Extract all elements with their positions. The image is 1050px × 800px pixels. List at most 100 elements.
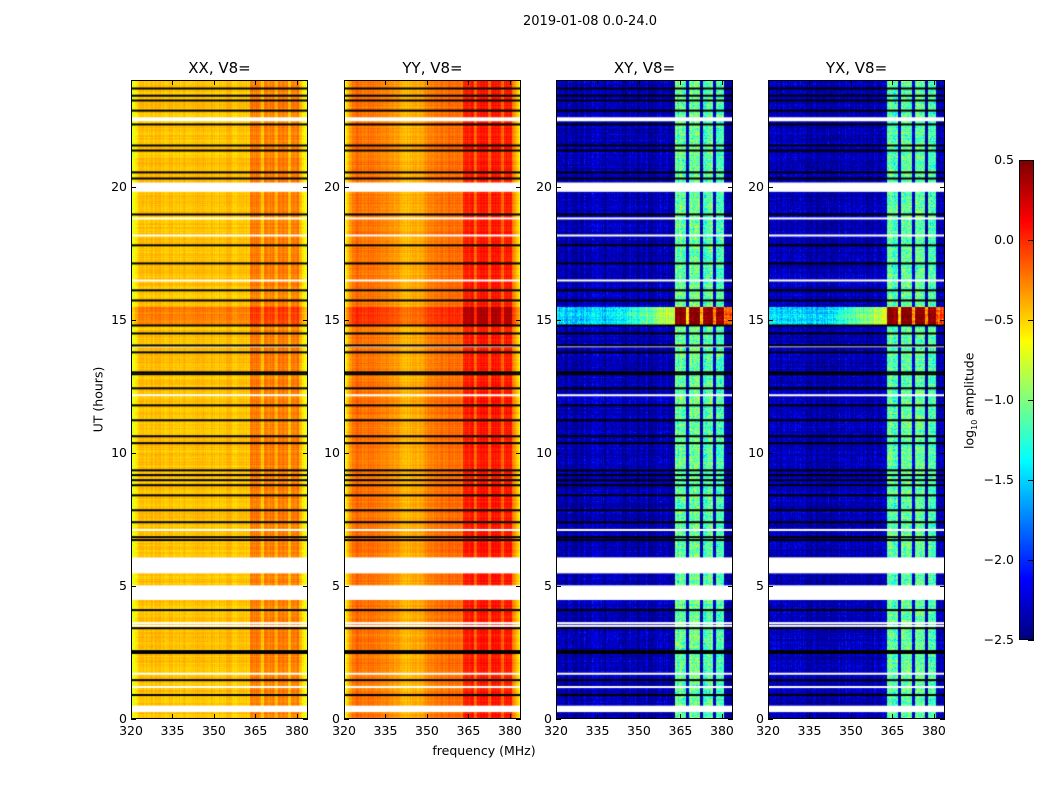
x-tick bbox=[172, 714, 174, 719]
x-tick-label: 350 bbox=[839, 723, 863, 738]
x-tick bbox=[509, 714, 511, 719]
x-tick bbox=[638, 80, 640, 85]
x-tick-label: 380 bbox=[498, 723, 522, 738]
y-tick-label: 0 bbox=[332, 711, 340, 726]
x-tick bbox=[296, 80, 298, 85]
x-tick-label: 335 bbox=[797, 723, 822, 738]
y-tick-label: 0 bbox=[756, 711, 764, 726]
heatmap-image bbox=[768, 80, 945, 719]
colorbar-tick-label: −2.0 bbox=[983, 552, 1014, 567]
colorbar-tick bbox=[1028, 240, 1034, 241]
y-tick bbox=[516, 585, 521, 587]
x-tick bbox=[468, 714, 470, 719]
y-tick-label: 10 bbox=[748, 444, 764, 460]
x-tick bbox=[385, 714, 387, 719]
axes-frame bbox=[768, 80, 945, 719]
heatmap-image bbox=[344, 80, 521, 719]
x-tick bbox=[255, 714, 257, 719]
x-tick-label: 320 bbox=[756, 723, 780, 738]
colorbar-label-sub: 10 bbox=[969, 419, 979, 430]
y-tick-label: 5 bbox=[756, 577, 764, 593]
x-tick bbox=[850, 80, 852, 85]
x-tick bbox=[933, 714, 935, 719]
x-tick-label: 350 bbox=[627, 723, 651, 738]
y-tick bbox=[556, 319, 561, 321]
y-tick bbox=[556, 186, 561, 188]
x-tick bbox=[768, 714, 769, 719]
x-tick bbox=[255, 80, 257, 85]
x-tick bbox=[768, 80, 769, 85]
y-tick bbox=[728, 186, 733, 188]
colorbar-tick-label: 0.0 bbox=[994, 232, 1014, 247]
y-tick bbox=[768, 585, 773, 587]
colorbar-tick-label: −0.5 bbox=[983, 312, 1014, 327]
x-tick-label: 335 bbox=[585, 723, 610, 738]
y-tick bbox=[131, 319, 136, 321]
colorbar-tick bbox=[1028, 320, 1034, 321]
x-tick bbox=[344, 80, 345, 85]
x-tick bbox=[426, 714, 428, 719]
axes-frame bbox=[131, 80, 308, 719]
x-tick bbox=[721, 714, 723, 719]
axes-frame bbox=[344, 80, 521, 719]
y-tick bbox=[728, 319, 733, 321]
colorbar-tick-label: −2.5 bbox=[983, 632, 1014, 647]
colorbar-label: log10 amplitude bbox=[961, 331, 979, 471]
x-tick bbox=[892, 714, 894, 719]
y-tick-label: 0 bbox=[119, 711, 127, 726]
y-tick bbox=[768, 452, 773, 454]
y-tick-label: 15 bbox=[324, 311, 340, 327]
y-tick-label: 20 bbox=[111, 178, 127, 194]
x-tick-label: 350 bbox=[202, 723, 226, 738]
x-tick-label: 365 bbox=[880, 723, 905, 738]
colorbar-tick bbox=[1028, 560, 1034, 561]
x-tick-label: 365 bbox=[456, 723, 481, 738]
y-tick bbox=[131, 452, 136, 454]
y-tick bbox=[940, 719, 945, 720]
y-tick bbox=[728, 719, 733, 720]
heatmap-panel-yx bbox=[768, 80, 945, 719]
y-tick bbox=[344, 186, 349, 188]
x-tick bbox=[680, 80, 682, 85]
y-tick-label: 20 bbox=[324, 178, 340, 194]
y-tick bbox=[344, 585, 349, 587]
panel-title-xy: XY, V8= bbox=[613, 59, 676, 77]
y-tick bbox=[303, 585, 308, 587]
panel-title-yy: YY, V8= bbox=[402, 59, 463, 77]
y-tick-label: 20 bbox=[536, 178, 552, 194]
x-tick-label: 320 bbox=[119, 723, 143, 738]
y-tick bbox=[940, 585, 945, 587]
y-tick-label: 15 bbox=[536, 311, 552, 327]
y-tick-label: 5 bbox=[544, 577, 552, 593]
colorbar-tick-label: 0.5 bbox=[994, 152, 1014, 167]
y-tick-label: 0 bbox=[544, 711, 552, 726]
y-tick-label: 10 bbox=[111, 444, 127, 460]
y-tick bbox=[940, 186, 945, 188]
y-axis-label: UT (hours) bbox=[90, 366, 106, 433]
y-tick bbox=[768, 719, 773, 720]
x-tick bbox=[556, 714, 557, 719]
heatmap-image bbox=[131, 80, 308, 719]
x-tick-label: 365 bbox=[668, 723, 693, 738]
y-tick bbox=[344, 719, 349, 720]
colorbar-tick bbox=[1028, 480, 1034, 481]
colorbar-tick bbox=[1028, 160, 1034, 161]
heatmap-panel-xy bbox=[556, 80, 733, 719]
x-tick bbox=[385, 80, 387, 85]
x-tick bbox=[556, 80, 557, 85]
x-tick bbox=[296, 714, 298, 719]
colorbar-tick bbox=[1028, 400, 1034, 401]
x-tick bbox=[892, 80, 894, 85]
y-tick bbox=[303, 452, 308, 454]
y-tick-label: 5 bbox=[332, 577, 340, 593]
x-tick bbox=[597, 80, 599, 85]
y-tick bbox=[728, 452, 733, 454]
x-tick bbox=[809, 714, 811, 719]
y-tick bbox=[344, 319, 349, 321]
y-tick bbox=[516, 452, 521, 454]
x-tick bbox=[426, 80, 428, 85]
x-tick-label: 350 bbox=[415, 723, 439, 738]
x-tick bbox=[213, 714, 215, 719]
x-tick bbox=[172, 80, 174, 85]
figure-title: 2019-01-08 0.0-24.0 bbox=[523, 14, 657, 29]
